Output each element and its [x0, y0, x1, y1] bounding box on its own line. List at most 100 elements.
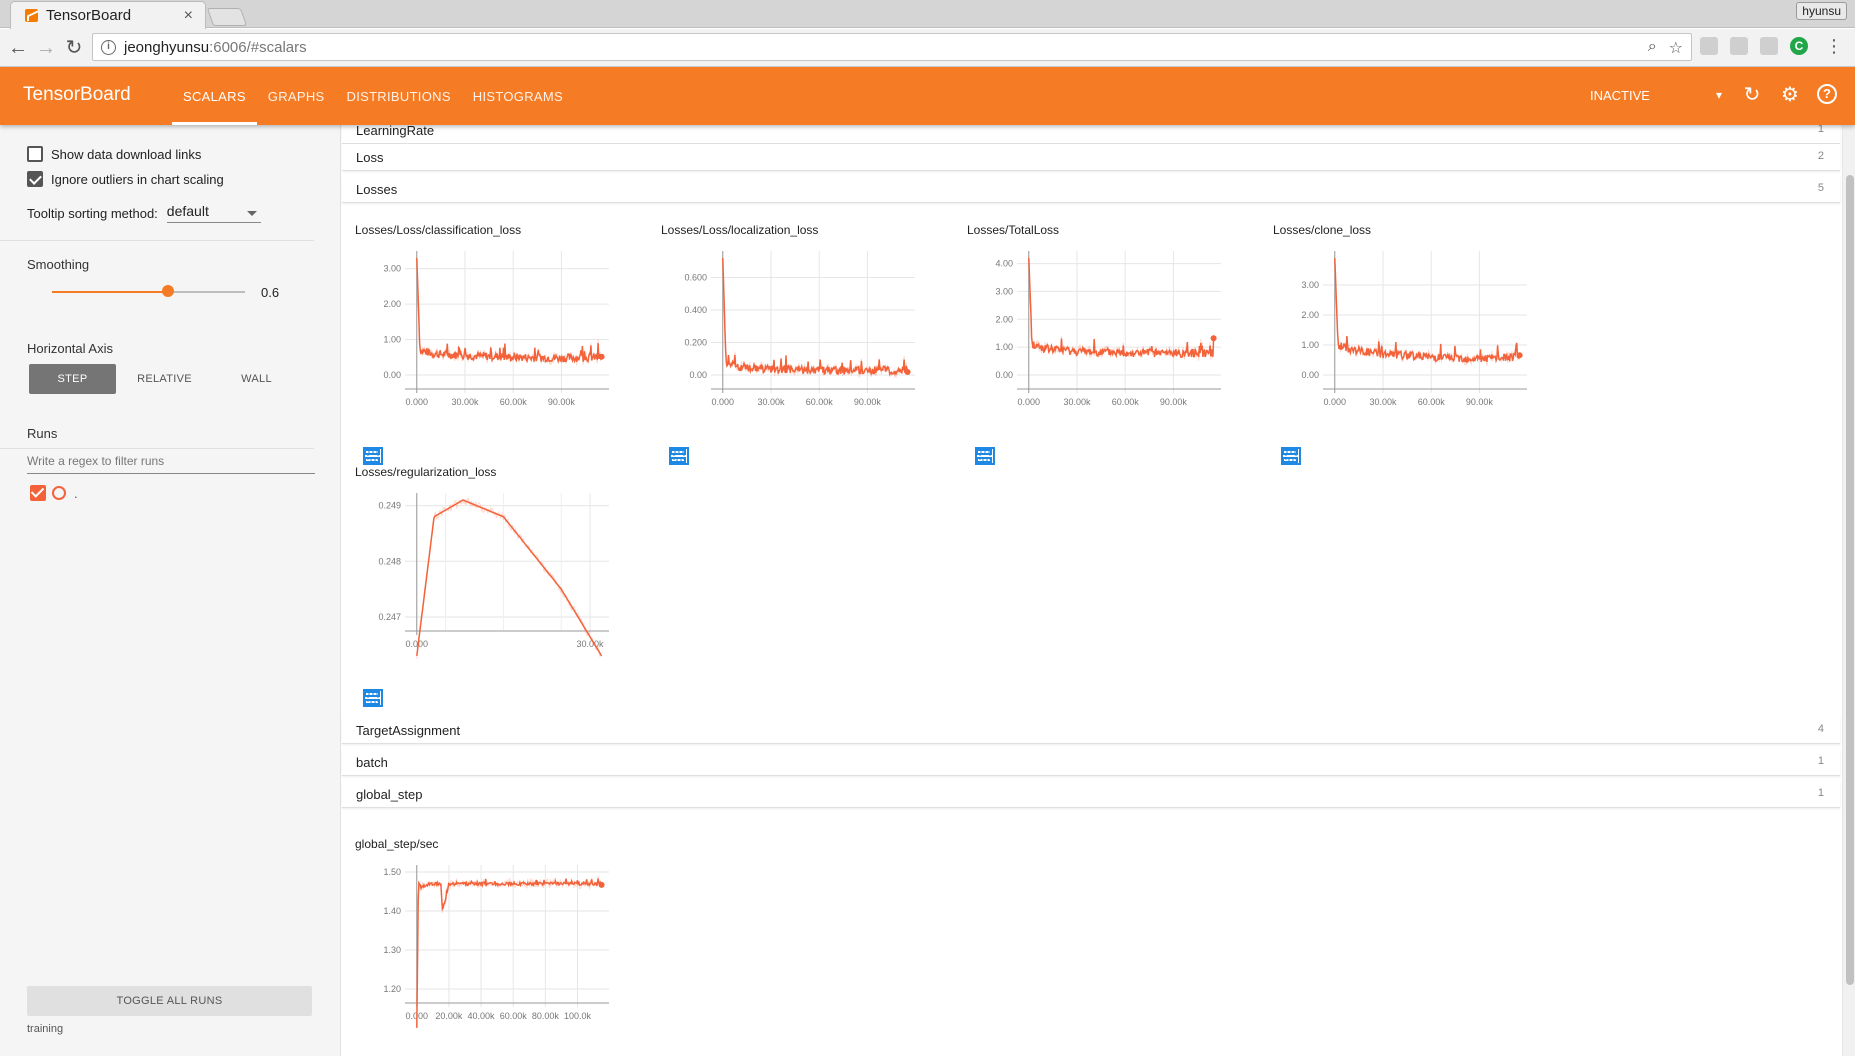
list-lines-icon[interactable]: [363, 689, 381, 707]
tooltip-sorting-select[interactable]: default: [166, 203, 261, 223]
y-tick-label: 1.30: [383, 945, 401, 955]
series-line: [1028, 257, 1215, 359]
tab-graphs[interactable]: GRAPHS: [267, 89, 325, 104]
browser-toolbar: ← → ↻ i jeonghyunsu:6006/#scalars ⌕ ☆ C …: [0, 29, 1855, 67]
y-tick-label: 3.00: [383, 264, 401, 274]
run-item[interactable]: .: [30, 485, 78, 501]
show-download-links-label: Show data download links: [51, 146, 202, 162]
extension-cast-icon[interactable]: [1700, 37, 1718, 55]
extension-grammarly-icon[interactable]: C: [1790, 37, 1808, 55]
show-download-links-row[interactable]: Show data download links: [27, 146, 201, 162]
fit-domain-icon[interactable]: [363, 447, 383, 465]
show-download-links-checkbox[interactable]: [27, 146, 43, 162]
bookmark-star-icon[interactable]: ☆: [1668, 40, 1683, 57]
category-losses[interactable]: Losses 5: [342, 176, 1840, 203]
address-bar[interactable]: i jeonghyunsu:6006/#scalars ⌕ ☆: [92, 33, 1692, 61]
series-line: [416, 257, 603, 365]
x-tick-label: 0.000: [1324, 397, 1347, 407]
back-arrow-icon[interactable]: ←: [8, 37, 28, 59]
category-loss[interactable]: Loss 2: [342, 144, 1840, 171]
run-color-swatch[interactable]: [52, 486, 66, 500]
extension-ex-icon[interactable]: [1730, 37, 1748, 55]
x-tick-label: 30.00k: [757, 397, 785, 407]
list-lines-icon[interactable]: [363, 447, 381, 465]
fit-domain-icon[interactable]: [669, 447, 689, 465]
tab-distributions[interactable]: DISTRIBUTIONS: [346, 89, 451, 104]
y-tick-label: 1.40: [383, 906, 401, 916]
logdir-label: training: [27, 1023, 64, 1035]
y-tick-label: 0.600: [684, 273, 707, 283]
toggle-all-runs-button[interactable]: TOGGLE ALL RUNS: [27, 986, 312, 1016]
category-name: TargetAssignment: [356, 723, 461, 738]
x-tick-label: 100.0k: [564, 1011, 592, 1021]
y-tick-label: 1.00: [1301, 340, 1319, 350]
x-tick-label: 60.00k: [1112, 397, 1140, 407]
help-icon[interactable]: ?: [1817, 84, 1837, 104]
tooltip-sorting-label: Tooltip sorting method:: [27, 205, 158, 221]
profile-badge[interactable]: hyunsu: [1796, 2, 1847, 20]
x-tick-label: 90.00k: [548, 397, 576, 407]
y-tick-label: 4.00: [995, 259, 1013, 269]
chevron-down-icon[interactable]: ▾: [1716, 88, 1723, 102]
chart-plot[interactable]: 1.201.301.401.500.000 20.00k 40.00k 60.00k 8…: [341, 857, 631, 1037]
category-learningrate[interactable]: LearningRate 1: [342, 125, 1840, 144]
chart-card-global-step-sec: global_step/sec 1.20 1.30 1.40 1.50 0.000 20.0…: [341, 837, 631, 1056]
browser-tabstrip: TensorBoard × hyunsu: [0, 0, 1855, 29]
smoothing-label: Smoothing: [27, 257, 90, 272]
x-tick-label: 30.00k: [451, 397, 479, 407]
axis-step-button[interactable]: STEP: [29, 364, 116, 394]
run-checkbox[interactable]: [30, 485, 46, 501]
reload-icon[interactable]: ↻: [65, 37, 83, 59]
page-scrollbar[interactable]: [1842, 125, 1855, 1056]
list-lines-icon[interactable]: [975, 447, 993, 465]
fit-domain-icon[interactable]: [975, 447, 995, 465]
tensorboard-header: TensorBoard SCALARS GRAPHS DISTRIBUTIONS…: [0, 67, 1855, 125]
tab-close-icon[interactable]: ×: [183, 6, 193, 24]
extension-doc-icon[interactable]: [1760, 37, 1778, 55]
chart-plot[interactable]: 0.00 1.00 2.00 3.00 0.000 30.00k 60.00k 90.00k: [1259, 243, 1549, 423]
ignore-outliers-label: Ignore outliers in chart scaling: [51, 171, 224, 187]
scrollbar-thumb[interactable]: [1846, 175, 1854, 985]
gear-icon[interactable]: ⚙: [1781, 84, 1799, 106]
refresh-icon[interactable]: ↻: [1743, 84, 1761, 106]
fit-domain-icon[interactable]: [1281, 447, 1301, 465]
chart-title: Losses/Loss/localization_loss: [661, 223, 819, 237]
forward-arrow-icon[interactable]: →: [36, 37, 56, 59]
series-line: [722, 257, 909, 377]
smoothing-slider[interactable]: [52, 285, 245, 297]
main-content: LearningRate 1 Loss 2 Losses 5 Losses/Lo…: [341, 125, 1842, 1056]
ignore-outliers-row[interactable]: Ignore outliers in chart scaling: [27, 171, 224, 187]
extension-icons: C: [1700, 37, 1808, 55]
category-count: 5: [1817, 182, 1824, 194]
list-lines-icon[interactable]: [669, 447, 687, 465]
axis-wall-button[interactable]: WALL: [241, 373, 272, 385]
tab-scalars[interactable]: SCALARS: [172, 67, 257, 125]
info-icon[interactable]: i: [101, 39, 116, 55]
tab-histograms[interactable]: HISTOGRAMS: [472, 89, 563, 104]
series-line-raw: [416, 258, 602, 366]
category-global-step[interactable]: global_step 1: [342, 781, 1840, 808]
runs-filter-input[interactable]: Write a regex to filter runs: [27, 454, 315, 474]
browser-tab[interactable]: TensorBoard ×: [10, 1, 206, 29]
chart-plot[interactable]: 0.00 1.00 2.00 3.00 0.000 30.00k 60.00k 90.00k: [341, 243, 631, 423]
browser-menu-icon[interactable]: ⋮: [1825, 36, 1843, 56]
series-end-point: [904, 368, 911, 375]
inactive-dropdown[interactable]: INACTIVE: [1590, 88, 1650, 103]
smoothing-slider-handle[interactable]: [161, 285, 174, 297]
fit-domain-icon[interactable]: [363, 689, 383, 707]
chart-plot[interactable]: 0.00 0.200 0.400 0.600 0.000 30.00k 60.00k 90.0…: [647, 243, 937, 423]
y-tick-label: 2.00: [1301, 310, 1319, 320]
chart-plot[interactable]: 0.00 1.00 2.00 3.00 4.00 0.000 30.00k 60.00k 90.…: [953, 243, 1243, 423]
list-lines-icon[interactable]: [1281, 447, 1299, 465]
x-tick-label: 0.000: [406, 397, 429, 407]
url-text: jeonghyunsu:6006/#scalars: [124, 39, 307, 56]
new-tab-button[interactable]: [206, 8, 248, 26]
zoom-icon[interactable]: ⌕: [1647, 38, 1657, 55]
chart-title: Losses/clone_loss: [1273, 223, 1372, 237]
category-batch[interactable]: batch 1: [342, 749, 1840, 776]
category-targetassignment[interactable]: TargetAssignment 4: [342, 717, 1840, 744]
ignore-outliers-checkbox[interactable]: [27, 171, 43, 187]
axis-relative-button[interactable]: RELATIVE: [137, 373, 192, 385]
runs-label: Runs: [27, 426, 58, 441]
